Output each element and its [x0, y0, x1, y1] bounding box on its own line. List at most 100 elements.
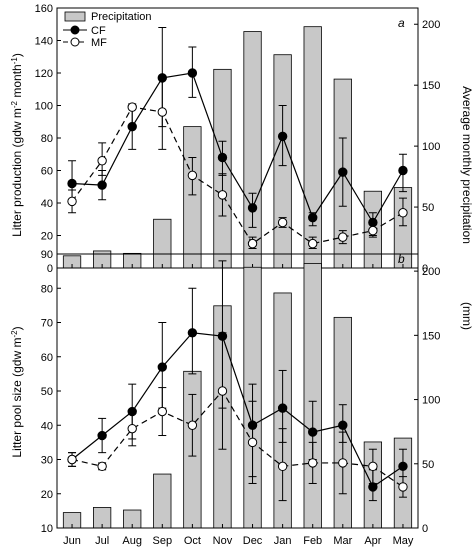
y-tick-label-a-7: 140: [35, 36, 53, 48]
cf-point-a-11: [398, 165, 408, 176]
y2-tick-label-b-2: 100: [422, 395, 440, 407]
cf-point-a-6: [247, 203, 258, 213]
cf-point-b-4: [187, 328, 198, 338]
mf-point-b-5: [217, 386, 228, 396]
y2-tick-label-b-3: 150: [422, 330, 440, 342]
precipitation-bar-a-8: [303, 26, 322, 269]
y2-tick-label-b-4: 200: [422, 266, 440, 278]
precipitation-bar-b-8: [303, 263, 322, 529]
y-tick-label-a-2: 40: [41, 198, 53, 210]
x-tick-label-b-5: Nov: [213, 535, 233, 547]
y-axis-label-a: Litter production (gdw m-2 month-1): [10, 53, 25, 237]
y-tick-label-a-3: 60: [41, 166, 53, 178]
y-tick-label-b-2: 30: [41, 455, 53, 467]
mf-point-a-9: [338, 232, 348, 242]
mf-point-a-0: [67, 196, 77, 207]
legend-marker-mf: [70, 37, 80, 47]
y-tick-label-a-6: 120: [35, 68, 53, 80]
mf-point-a-6: [247, 238, 258, 249]
mf-point-a-2: [127, 102, 137, 112]
legend-swatch-precipitation: [64, 11, 86, 22]
cf-point-b-1: [97, 430, 107, 441]
mf-series-line-b: [71, 389, 404, 488]
mf-point-a-10: [368, 225, 378, 236]
y2-tick-label-a-1: 50: [422, 202, 434, 214]
mf-point-a-5: [217, 190, 228, 200]
cf-point-a-7: [277, 131, 288, 142]
mf-point-b-1: [97, 461, 107, 472]
x-tick-label-b-2: Aug: [122, 535, 142, 547]
x-tick-label-b-4: Oct: [184, 535, 201, 547]
cf-point-b-3: [157, 362, 167, 372]
mf-point-b-0: [67, 454, 77, 465]
mf-point-a-11: [398, 208, 408, 218]
mf-point-a-7: [277, 217, 288, 228]
mf-point-b-6: [247, 437, 258, 448]
y-tick-label-a-1: 20: [41, 231, 53, 243]
mf-point-b-7: [277, 461, 288, 472]
cf-series-line-b: [71, 332, 404, 488]
legend: Precipitation CF MF: [63, 11, 152, 49]
precipitation-bar-a-6: [243, 31, 262, 269]
cf-point-a-1: [97, 180, 107, 190]
y2-tick-label-a-3: 150: [422, 80, 440, 92]
panel-a: 0 20 40 60 80 100 120 140 160 0 50 100 150 200: [35, 3, 441, 275]
y2-tick-label-a-4: 200: [422, 19, 440, 31]
y2-tick-label-a-2: 100: [422, 141, 440, 153]
panel-b: 10 20 30 40 50 60 70 80 90 0 50 100 150 200 Jun Jul Aug S…: [41, 249, 441, 547]
cf-point-a-9: [338, 167, 348, 177]
y-tick-label-b-1: 20: [41, 489, 53, 501]
y-tick-label-b-5: 60: [41, 352, 53, 364]
y2-tick-label-b-0: 0: [422, 523, 428, 535]
y-tick-label-b-7: 80: [41, 283, 53, 295]
y-tick-label-a-8: 160: [35, 3, 53, 15]
x-tick-label-b-7: Jan: [274, 535, 292, 547]
mf-point-b-2: [127, 423, 137, 434]
precipitation-bar-b-3: [153, 473, 172, 529]
mf-series-line-a: [71, 106, 404, 245]
cf-point-b-7: [277, 403, 288, 413]
cf-point-a-5: [217, 152, 228, 163]
y2-axis-label-top: Average monthly precipitation: [460, 86, 474, 244]
x-tick-label-b-1: Jul: [95, 535, 109, 547]
cf-point-a-0: [67, 178, 77, 189]
precipitation-bar-a-3: [153, 218, 172, 269]
mf-point-b-10: [368, 461, 378, 472]
mf-point-b-11: [398, 482, 408, 492]
cf-point-b-11: [398, 461, 408, 472]
x-tick-label-b-0: Jun: [63, 535, 81, 547]
mf-point-b-4: [187, 420, 198, 430]
precipitation-bar-a-4: [183, 126, 202, 269]
y-tick-label-b-3: 40: [41, 420, 53, 432]
y-tick-label-b-4: 50: [41, 386, 53, 398]
y2-axis-label-bottom: (mm): [460, 302, 474, 330]
x-tick-label-b-11: May: [393, 535, 414, 547]
cf-point-a-4: [187, 68, 198, 78]
mf-point-a-8: [308, 238, 318, 249]
legend-label-mf: MF: [91, 37, 107, 49]
y-tick-label-a-5: 100: [35, 101, 53, 113]
x-tick-label-b-8: Feb: [303, 535, 322, 547]
cf-series-line-a: [72, 72, 404, 224]
cf-point-b-9: [338, 420, 348, 430]
mf-point-a-3: [157, 107, 167, 117]
mf-point-b-9: [338, 458, 348, 468]
mf-point-a-1: [97, 156, 107, 166]
y-tick-label-b-6: 70: [41, 318, 53, 330]
mf-point-a-4: [187, 170, 198, 181]
x-tick-label-b-3: Sep: [153, 535, 173, 547]
x-tick-label-b-9: Mar: [333, 535, 352, 547]
y2-tick-label-a-0: 0: [422, 263, 428, 275]
cf-point-b-8: [308, 427, 318, 437]
y2-tick-label-b-1: 50: [422, 459, 434, 471]
mf-point-b-8: [308, 458, 318, 468]
y-tick-label-a-4: 80: [41, 133, 53, 145]
mf-point-b-3: [157, 406, 167, 417]
legend-marker-cf: [70, 25, 80, 35]
legend-label-precipitation: Precipitation: [91, 11, 152, 23]
x-tick-label-b-10: Apr: [364, 535, 381, 547]
legend-label-cf: CF: [91, 25, 106, 37]
y-tick-label-b-0: 10: [41, 523, 53, 535]
panel-letter-a: a: [398, 16, 405, 30]
